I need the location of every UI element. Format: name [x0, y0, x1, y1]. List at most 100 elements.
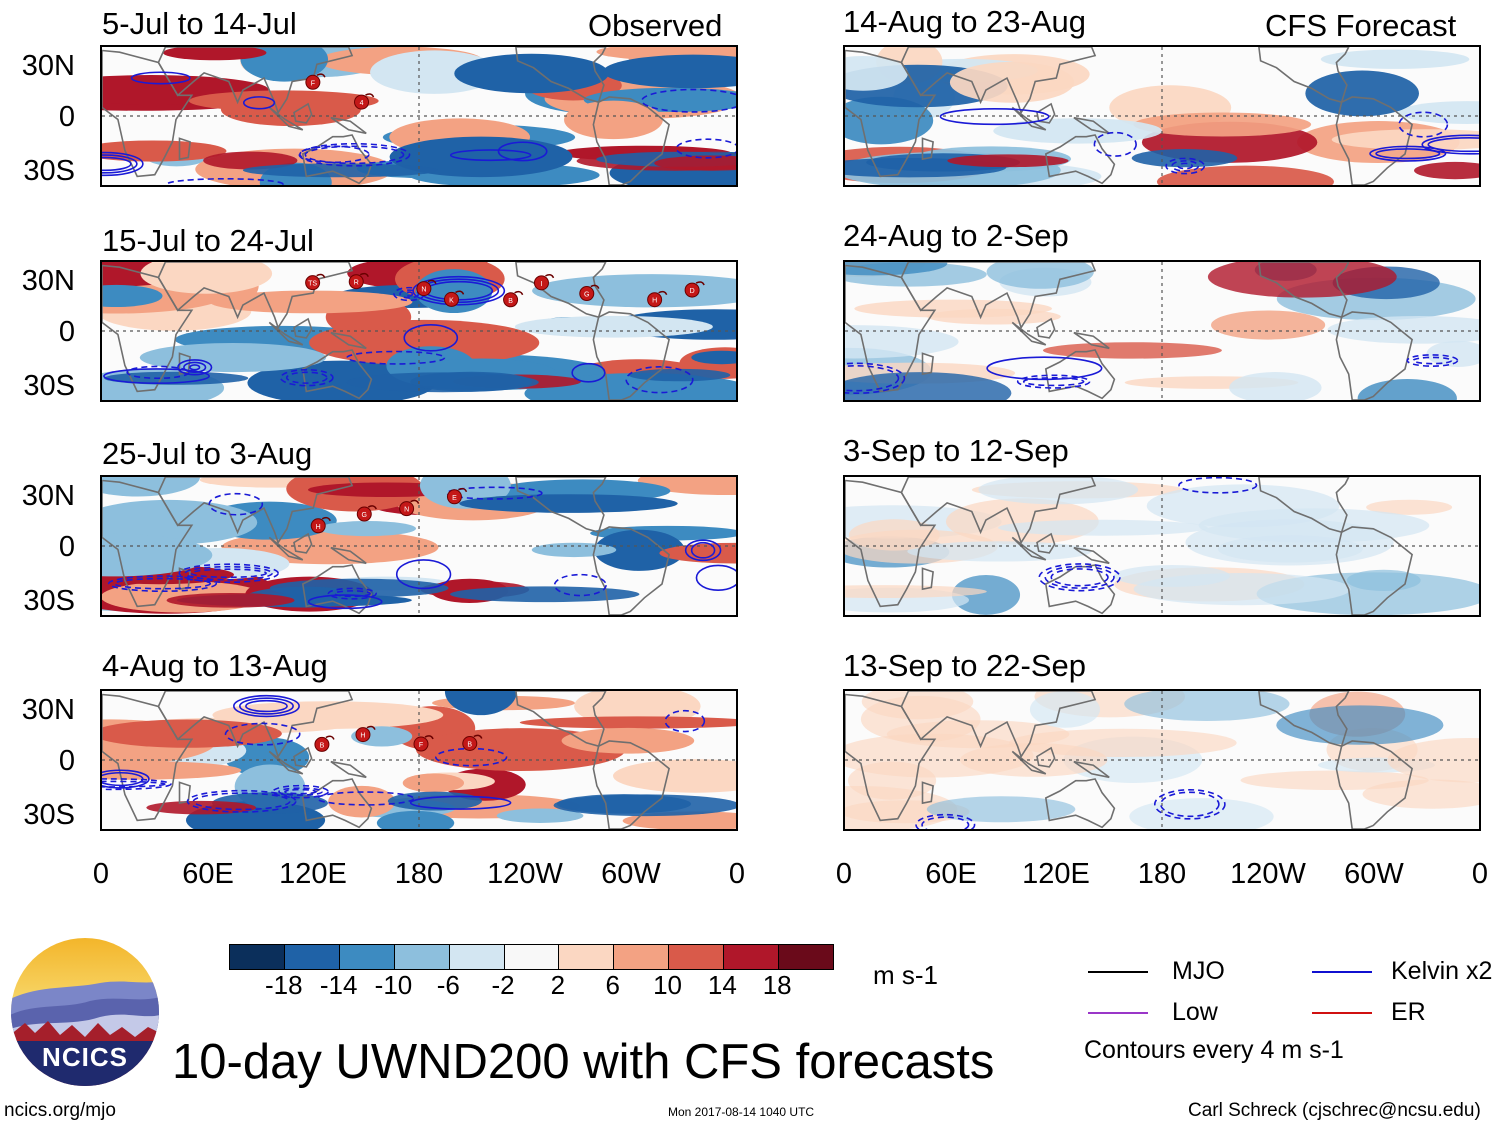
coastline: [900, 262, 1097, 330]
negative-wind-anomaly: [691, 350, 736, 365]
coastline: [921, 137, 934, 161]
positive-wind-anomaly: [848, 519, 940, 551]
lon-label: 60W: [1344, 858, 1404, 890]
legend-label-low: Low: [1172, 998, 1218, 1026]
kelvin-contour: [690, 541, 716, 559]
negative-wind-anomaly: [907, 541, 1092, 562]
svg-text:D: D: [690, 288, 695, 295]
lat-label: 30S: [23, 585, 75, 617]
lat-label: 0: [58, 101, 75, 133]
coastline: [1036, 102, 1056, 124]
map-panel: [843, 45, 1481, 187]
kelvin-contour: [239, 697, 294, 715]
negative-wind-anomaly: [1129, 798, 1274, 829]
positive-wind-anomaly: [659, 542, 736, 564]
coastline: [1073, 331, 1110, 350]
storm-marker: N: [399, 499, 420, 517]
kelvin-contour: [664, 709, 706, 733]
lat-label: 30S: [23, 799, 75, 831]
negative-wind-anomaly: [102, 477, 200, 497]
footer-author[interactable]: Carl Schreck (cjschrec@ncsu.edu): [1188, 1100, 1481, 1121]
map-canvas: B H F B: [102, 691, 736, 829]
footer-url[interactable]: ncics.org/mjo: [4, 1100, 116, 1121]
colorbar-tick-label: -2: [491, 970, 515, 1000]
coastline: [293, 746, 313, 768]
negative-wind-anomaly: [531, 542, 617, 558]
kelvin-contour: [183, 361, 207, 373]
svg-text:N: N: [404, 507, 409, 514]
kelvin-contour: [242, 96, 276, 110]
lon-label: 60W: [601, 858, 661, 890]
map-panel: [843, 475, 1481, 617]
negative-wind-anomaly: [532, 274, 736, 308]
kelvin-contour: [346, 350, 446, 365]
kelvin-contour: [1427, 137, 1479, 153]
storm-marker: G: [579, 284, 600, 302]
negative-wind-anomaly: [1426, 340, 1479, 368]
kelvin-contour: [208, 492, 264, 516]
kelvin-contour: [1398, 111, 1449, 138]
negative-wind-anomaly: [603, 54, 736, 89]
colorbar-swatch: [503, 945, 559, 969]
kelvin-contour: [1050, 568, 1109, 587]
negative-wind-anomaly: [496, 808, 584, 823]
negative-wind-anomaly: [845, 262, 948, 276]
storm-marker: H: [355, 725, 376, 743]
ncics-logo: NCICS: [10, 937, 160, 1087]
svg-text:B: B: [508, 298, 513, 305]
kelvin-contour: [102, 156, 132, 172]
kelvin-contour: [1369, 145, 1447, 162]
lon-label: 0: [92, 858, 110, 890]
kelvin-contour: [695, 564, 736, 591]
storm-marker: K: [444, 290, 465, 307]
storm-marker: D: [684, 281, 705, 298]
coastline: [1036, 746, 1056, 768]
negative-wind-anomaly: [1229, 372, 1322, 400]
storm-marker: F: [413, 735, 434, 752]
lon-label: 120W: [1230, 858, 1306, 890]
legend-label-er: ER: [1391, 998, 1426, 1026]
coastline: [900, 47, 1097, 115]
colorbar-swatch: [668, 945, 724, 969]
kelvin-contour: [102, 771, 144, 787]
panel-title: 5-Jul to 14-Jul: [102, 6, 297, 41]
map-canvas: [845, 47, 1479, 185]
kelvin-contour: [304, 145, 405, 165]
kelvin-contour: [113, 577, 212, 590]
lon-label: 120W: [487, 858, 563, 890]
lat-label: 30N: [21, 694, 75, 726]
positive-wind-anomaly: [845, 585, 987, 598]
negative-wind-anomaly: [454, 53, 609, 94]
kelvin-contour: [1177, 162, 1194, 170]
negative-wind-anomaly: [1320, 49, 1470, 69]
lon-label: 180: [394, 858, 444, 890]
legend-line-er: [1312, 1012, 1372, 1014]
colorbar-swatch: [723, 945, 779, 969]
lat-label: 30S: [23, 155, 75, 187]
coastline: [1335, 311, 1413, 400]
kelvin-contour: [278, 787, 323, 796]
kelvin-contour: [298, 142, 411, 167]
map-panel: TS R N K B I G H D: [100, 260, 738, 402]
lon-label: 0: [835, 858, 853, 890]
svg-text:F: F: [419, 742, 423, 749]
colorbar-swatch: [613, 945, 669, 969]
svg-text:R: R: [354, 280, 359, 287]
colorbar: [229, 944, 834, 970]
kelvin-contour: [1375, 148, 1441, 160]
coastline: [157, 47, 354, 115]
coastline: [921, 352, 934, 376]
negative-wind-anomaly: [845, 372, 1012, 400]
kelvin-contour: [327, 587, 377, 600]
kelvin-contour: [102, 778, 172, 791]
negative-wind-anomaly: [1124, 691, 1290, 722]
positive-wind-anomaly: [949, 61, 1075, 103]
negative-wind-anomaly: [926, 796, 1076, 823]
kelvin-contour: [939, 107, 1050, 126]
kelvin-contour: [986, 356, 1103, 381]
negative-wind-anomaly: [951, 575, 1021, 615]
panel-title: 15-Jul to 24-Jul: [102, 223, 314, 258]
lon-label: 0: [728, 858, 746, 890]
logo-text: NCICS: [42, 1042, 128, 1072]
storm-marker: B: [503, 290, 524, 308]
